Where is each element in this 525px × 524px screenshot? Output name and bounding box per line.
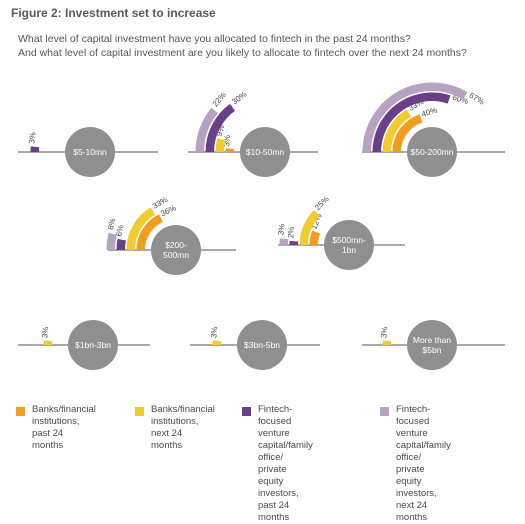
category-circle [151, 225, 201, 275]
category-label: 1bn [342, 245, 356, 255]
category-label: 500mn [163, 250, 189, 260]
category-label: More than [413, 335, 452, 345]
chart-panel: 3% $5-10mn [18, 127, 158, 177]
legend-swatch-banks-next [135, 407, 144, 416]
bar-mark [362, 82, 468, 152]
bar-mark [106, 232, 117, 250]
category-label: $50-200mn [410, 147, 453, 157]
category-label: $200- [165, 240, 187, 250]
bar-data-label: 3% [209, 326, 219, 338]
chart-panel: 3%9% 30%22% $10-50mn [188, 90, 318, 177]
bar-data-label: 2% [286, 226, 296, 238]
chart-panel: 12%25%2%3%$500mn-1bn [276, 194, 405, 270]
chart-panel: 3% More than$5bn [362, 320, 505, 370]
bar-data-label: 67% [467, 91, 485, 107]
bar-data-label: 3% [276, 223, 286, 235]
category-circle [65, 127, 115, 177]
bar-mark [195, 107, 218, 152]
bar-mark [212, 340, 222, 345]
bar-data-label: 40% [420, 105, 438, 119]
figure-subtitle-line-2: And what level of capital investment are… [18, 47, 467, 59]
legend-label-vc-past: Fintech-focused venture capital/family o… [258, 404, 313, 523]
bar-data-label: 6% [114, 224, 125, 237]
bar-data-label: 8% [106, 217, 118, 230]
category-circle [240, 127, 290, 177]
legend-label-banks-past: Banks/financial institutions, past 24 mo… [32, 404, 96, 451]
category-label: $5-10mn [73, 147, 107, 157]
figure-title: Figure 2: Investment set to increase [11, 6, 216, 20]
bar-mark [225, 148, 235, 152]
category-circle [68, 320, 118, 370]
bar-data-label: 3% [379, 326, 389, 338]
figure-subtitle-line-1: What level of capital investment have yo… [18, 33, 411, 45]
bar-mark [30, 146, 40, 152]
legend: Banks/financial institutions, past 24 mo… [16, 404, 521, 523]
category-label: $3bn-5bn [244, 340, 280, 350]
legend-label-banks-next: Banks/financial institutions, next 24 mo… [151, 404, 215, 451]
bar-mark [43, 340, 53, 345]
category-label: $500mn- [332, 235, 366, 245]
bar-mark [392, 114, 423, 152]
category-circle [237, 320, 287, 370]
chart-panel: 3% $3bn-5bn [190, 320, 320, 370]
legend-swatch-banks-past [16, 407, 25, 416]
bar-data-label: 3% [27, 132, 37, 144]
bar-mark [289, 240, 299, 245]
bar-data-label: 25% [313, 194, 331, 212]
bar-mark [309, 230, 321, 245]
bar-mark [279, 238, 289, 245]
category-label: $1bn-3bn [75, 340, 111, 350]
bar-data-label: 3% [222, 135, 232, 147]
bar-mark [126, 207, 156, 250]
bar-data-label: 30% [230, 90, 248, 107]
chart-panel: 36%33%6%8%$200-500mn [106, 195, 236, 275]
bar-data-label: 9% [215, 124, 227, 138]
bar-mark [382, 109, 412, 152]
category-circle [324, 220, 374, 270]
legend-swatch-vc-past [242, 407, 251, 416]
category-circle [407, 320, 457, 370]
bar-data-label: 22% [211, 90, 228, 108]
bar-mark [299, 210, 321, 245]
category-circle [407, 127, 457, 177]
legend-swatch-vc-next [380, 407, 389, 416]
bar-mark [215, 138, 226, 152]
chart-panel: 3% $1bn-3bn [18, 320, 150, 370]
bar-mark [372, 92, 451, 152]
bar-mark [136, 214, 163, 250]
bar-mark [116, 238, 126, 250]
bar-mark [382, 340, 392, 345]
bar-data-label: 3% [40, 326, 50, 338]
legend-label-vc-next: Fintech-focused venture capital/family o… [396, 404, 451, 523]
chart-panel: 40%33% 60%67%$50-200mn [362, 82, 505, 177]
category-label: $10-50mn [246, 147, 285, 157]
bar-mark [205, 103, 236, 152]
category-label: $5bn [423, 345, 442, 355]
